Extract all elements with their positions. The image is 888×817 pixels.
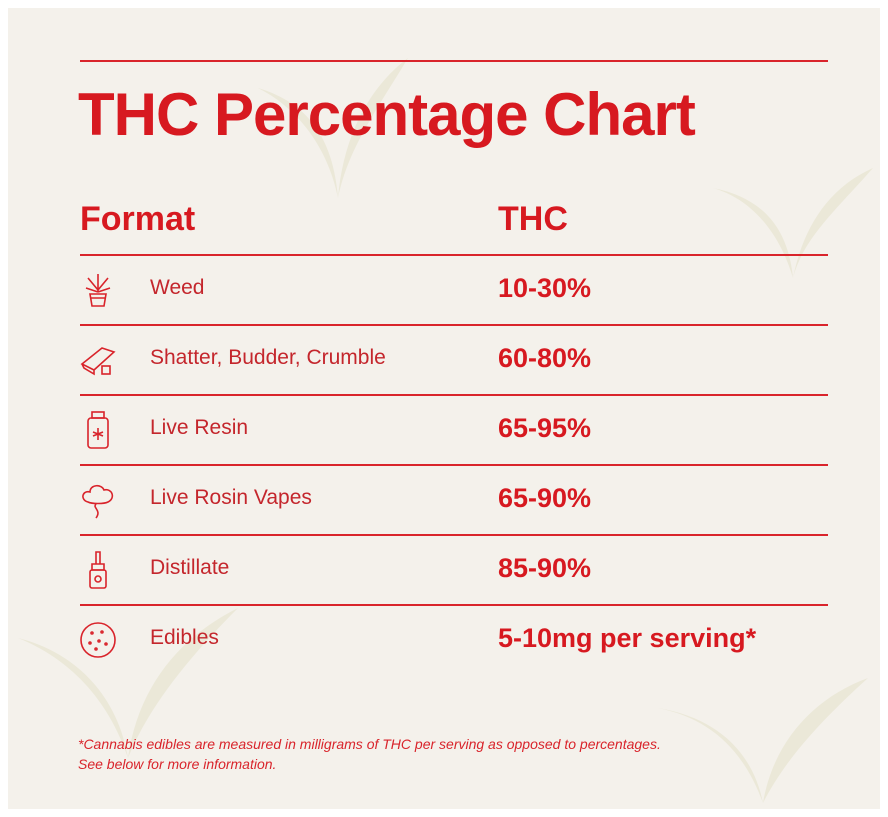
format-cell: Live Rosin Vapes <box>150 486 312 509</box>
column-header: THC <box>498 200 568 238</box>
row-divider <box>80 394 828 396</box>
edibles-icon <box>80 622 116 658</box>
title: THC Percentage Chart <box>78 81 696 148</box>
format-cell: Weed <box>150 276 205 299</box>
thc-cell: 85-90% <box>498 553 592 583</box>
format-cell: Live Resin <box>150 416 249 439</box>
resin-icon <box>87 411 109 449</box>
format-cell: Shatter, Budder, Crumble <box>150 346 386 369</box>
shatter-icon <box>80 347 116 376</box>
format-cell: Distillate <box>150 556 230 579</box>
format-cell: Edibles <box>150 626 219 649</box>
row-divider <box>80 464 828 466</box>
footnote: *Cannabis edibles are measured in millig… <box>78 736 661 752</box>
footnote: See below for more information. <box>78 756 277 772</box>
background-leaf <box>658 678 868 803</box>
thc-cell: 60-80% <box>498 343 592 373</box>
distillate-icon <box>89 551 107 589</box>
weed-icon <box>85 274 111 307</box>
top-rule <box>80 60 828 62</box>
thc-cell: 5-10mg per serving* <box>498 623 757 653</box>
thc-cell: 10-30% <box>498 273 592 303</box>
row-divider <box>80 534 828 536</box>
infographic: THC Percentage Chart Format THC Weed 10-3… <box>8 8 880 809</box>
thc-cell: 65-95% <box>498 413 592 443</box>
column-header: Format <box>80 200 196 238</box>
row-divider <box>80 254 828 256</box>
background-leaf <box>18 608 238 758</box>
background-leaf <box>713 168 873 278</box>
vape-icon <box>82 484 114 519</box>
background-leaf <box>258 58 408 198</box>
row-divider <box>80 604 828 606</box>
row-divider <box>80 324 828 326</box>
thc-cell: 65-90% <box>498 483 592 513</box>
